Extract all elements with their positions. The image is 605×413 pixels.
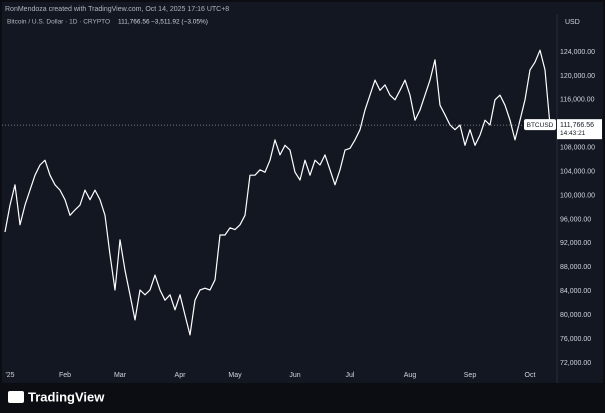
y-tick-label: 72,000.00 <box>560 360 591 367</box>
y-tick-label: 96,000.00 <box>560 216 591 223</box>
y-tick-label: 92,000.00 <box>560 240 591 247</box>
y-tick-label: 108,000.00 <box>560 145 595 152</box>
y-tick-label: 104,000.00 <box>560 168 595 175</box>
currency: USD <box>565 19 580 26</box>
y-tick-label: 80,000.00 <box>560 312 591 319</box>
x-tick-label: Sep <box>464 372 477 379</box>
y-tick-label: 124,000.00 <box>560 49 595 56</box>
x-tick-label: Oct <box>525 372 536 379</box>
symbol-tag: BTCUSD <box>527 122 554 129</box>
x-tick-label: Jul <box>346 372 355 379</box>
x-tick-label: Feb <box>59 372 71 379</box>
y-tick-label: 76,000.00 <box>560 336 591 343</box>
y-tick-label: 116,000.00 <box>560 97 595 104</box>
symbol-tag-box <box>524 119 556 131</box>
header-price: 111,766.56 <box>118 19 150 26</box>
price-label: 111,766.56 <box>560 122 594 129</box>
header-change: −3,511.92 (−3.05%) <box>151 19 208 26</box>
plot-background <box>2 2 603 383</box>
x-tick-label: '25 <box>5 372 14 379</box>
y-tick-label: 84,000.00 <box>560 288 591 295</box>
x-tick-label: Apr <box>175 372 187 379</box>
y-tick-label: 88,000.00 <box>560 264 591 271</box>
y-tick-label: 120,000.00 <box>560 73 595 80</box>
x-tick-label: May <box>228 372 242 379</box>
brand-logo <box>8 391 24 403</box>
y-tick-label: 100,000.00 <box>560 192 595 199</box>
countdown: 14:43:21 <box>560 130 586 137</box>
x-tick-label: Aug <box>404 372 417 379</box>
brand: TradingView <box>28 389 105 404</box>
x-tick-label: Mar <box>114 372 127 379</box>
attribution: RonMendoza created with TradingView.com,… <box>5 6 229 13</box>
brand-bar <box>0 385 605 413</box>
price-line <box>4 49 551 336</box>
price-label-box <box>557 119 602 140</box>
x-tick-label: Jun <box>289 372 300 379</box>
chart-title: Bitcoin / U.S. Dollar · 1D · CRYPTO <box>7 19 110 26</box>
